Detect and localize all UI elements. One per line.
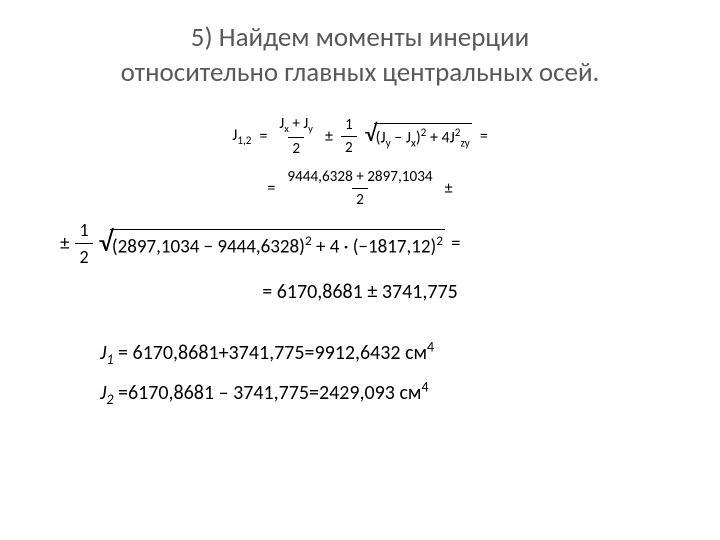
formula-result: = 6170,8681 ± 3741,775 bbox=[60, 280, 660, 304]
frac-half-2: 1 2 bbox=[75, 219, 92, 268]
formula-numeric-sqrt: ± 1 2 √ (2897,1034 − 9444,6328)2 + 4 · (… bbox=[60, 219, 660, 268]
sqrt-numeric: √ (2897,1034 − 9444,6328)2 + 4 · (−1817,… bbox=[99, 229, 445, 258]
frac-half-1: 1 2 bbox=[341, 116, 357, 157]
title-line1: 5) Найдем моменты инерции bbox=[191, 21, 529, 54]
result-j2: J2 =6170,8681 – 3741,775=2429,093 см4 bbox=[100, 374, 660, 414]
formula-numeric-mean: = 9444,6328 + 2897,1034 2 ± bbox=[60, 168, 660, 209]
j12: J1,2 bbox=[232, 126, 251, 148]
title-line2: относительно главных центральных осей. bbox=[121, 56, 600, 89]
frac-numeric: 9444,6328 + 2897,1034 2 bbox=[283, 168, 436, 209]
result-j1: J1 = 6170,8681+3741,775=9912,6432 см4 bbox=[100, 334, 660, 374]
sqrt-symbolic: √ (Jy − Jx)2 + 4J2zy bbox=[365, 123, 472, 151]
slide-title: 5) Найдем моменты инерции относительно г… bbox=[60, 20, 660, 90]
frac-jx-jy: Jx + Jy 2 bbox=[275, 115, 317, 158]
formula-symbolic: J1,2 = Jx + Jy 2 ± 1 2 √ (Jy − Jx)2 + 4J… bbox=[60, 115, 660, 158]
results-block: J1 = 6170,8681+3741,775=9912,6432 см4 J2… bbox=[100, 334, 660, 413]
